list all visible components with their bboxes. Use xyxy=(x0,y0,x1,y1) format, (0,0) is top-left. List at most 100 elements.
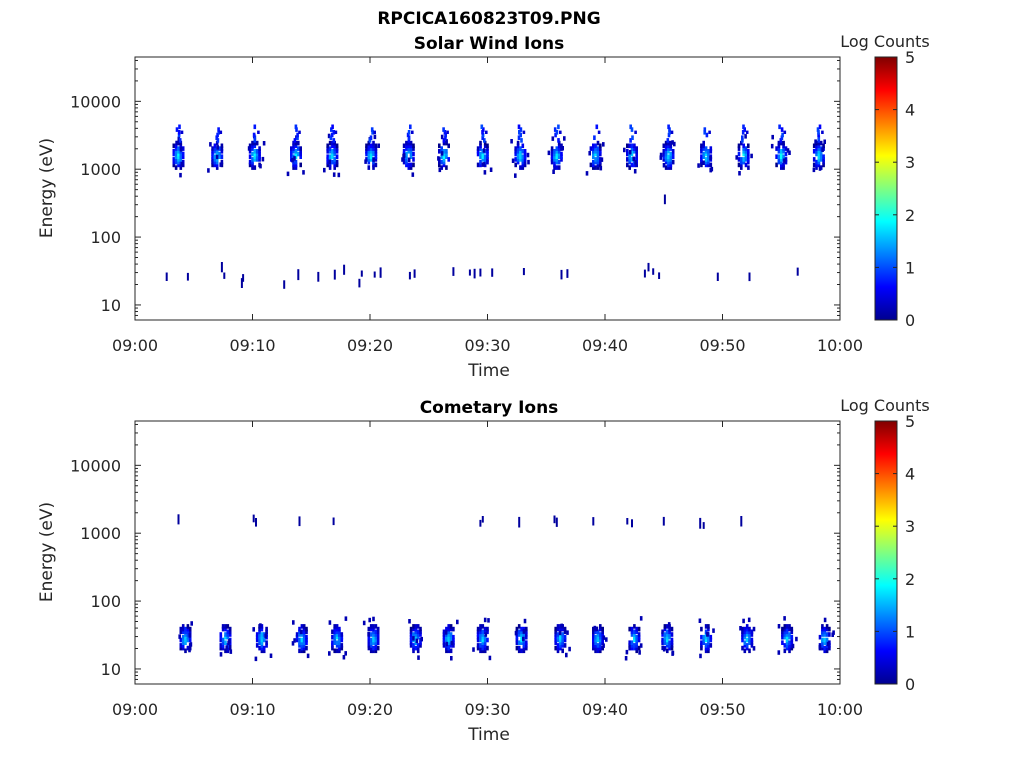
data-cell xyxy=(668,626,671,632)
data-cell xyxy=(376,629,380,635)
data-cell xyxy=(669,151,673,157)
data-cell xyxy=(643,269,646,278)
data-cell xyxy=(297,151,300,157)
data-cell xyxy=(335,634,339,640)
data-cell xyxy=(521,162,525,168)
data-cell xyxy=(265,626,268,632)
data-cell xyxy=(368,138,372,143)
data-cell xyxy=(775,146,778,151)
data-cell xyxy=(664,157,668,162)
data-cell xyxy=(700,640,703,645)
data-cell xyxy=(294,154,298,159)
data-cell xyxy=(818,645,822,650)
data-cell xyxy=(367,157,371,162)
data-cell xyxy=(302,637,306,643)
data-cell xyxy=(442,632,446,637)
data-cell xyxy=(630,640,634,645)
data-cell xyxy=(707,151,710,157)
data-cell xyxy=(601,637,604,643)
data-cell xyxy=(815,149,818,154)
data-cell xyxy=(299,149,302,154)
data-cell xyxy=(629,124,632,130)
data-cell xyxy=(374,157,378,162)
data-cell xyxy=(592,162,595,168)
data-cell xyxy=(559,643,562,648)
data-cell xyxy=(662,151,666,157)
data-cell xyxy=(596,632,600,637)
data-cell xyxy=(589,146,593,151)
data-cell xyxy=(419,640,422,645)
data-cell xyxy=(369,648,373,654)
data-cell xyxy=(707,157,710,162)
data-cell xyxy=(630,146,634,151)
data-cell xyxy=(447,624,450,629)
data-cell xyxy=(788,150,791,155)
data-cell xyxy=(252,627,255,632)
data-cell xyxy=(219,645,223,651)
data-cell xyxy=(741,634,744,640)
data-cell xyxy=(407,130,411,135)
data-cell xyxy=(445,139,448,144)
data-cell xyxy=(175,140,178,146)
data-cell xyxy=(525,629,528,635)
data-cell xyxy=(666,632,669,637)
data-cell xyxy=(700,157,703,162)
data-cell xyxy=(449,648,453,654)
data-cell xyxy=(172,162,176,168)
data-cell xyxy=(373,130,376,134)
data-cell xyxy=(516,157,520,162)
data-cell xyxy=(592,634,595,640)
data-cell xyxy=(740,516,743,527)
data-cell xyxy=(747,149,750,154)
data-cell xyxy=(596,159,600,165)
data-cell xyxy=(525,634,528,640)
data-cell xyxy=(181,637,185,643)
data-cell xyxy=(335,149,339,154)
data-cell xyxy=(416,634,420,640)
data-cell xyxy=(180,130,184,134)
data-cell xyxy=(408,271,411,280)
data-cell xyxy=(742,159,745,165)
data-cell xyxy=(561,643,564,648)
data-cell xyxy=(449,634,453,640)
data-cell xyxy=(707,149,710,154)
data-cell xyxy=(516,159,520,165)
data-cell xyxy=(673,141,676,147)
data-cell xyxy=(299,146,302,151)
data-cell xyxy=(633,645,636,651)
data-cell xyxy=(561,640,564,645)
data-cell xyxy=(666,634,669,640)
data-cell xyxy=(213,154,217,159)
data-cell xyxy=(822,154,825,159)
data-cell xyxy=(555,157,559,162)
data-cell xyxy=(556,626,560,632)
data-cell xyxy=(596,140,600,146)
data-cell xyxy=(516,143,520,149)
data-cell xyxy=(290,154,293,159)
data-cell xyxy=(514,157,517,162)
data-cell xyxy=(599,146,602,151)
data-cell xyxy=(450,656,453,661)
data-cell xyxy=(228,629,232,635)
data-cell xyxy=(775,154,778,159)
data-cell xyxy=(525,640,528,645)
data-cell xyxy=(700,162,703,168)
data-cell xyxy=(522,648,526,654)
data-cell xyxy=(517,624,521,629)
data-cell xyxy=(602,142,605,147)
data-cell xyxy=(668,643,671,648)
data-cell xyxy=(663,626,667,632)
data-cell xyxy=(215,157,219,162)
data-cell xyxy=(554,645,557,651)
data-cell xyxy=(481,634,485,640)
data-cell xyxy=(329,135,333,140)
data-cell xyxy=(186,272,189,281)
spectrogram-data xyxy=(165,124,826,289)
data-cell xyxy=(412,162,415,168)
data-cell xyxy=(265,643,268,648)
data-cell xyxy=(735,155,738,160)
data-cell xyxy=(785,643,789,648)
data-cell xyxy=(783,634,787,640)
data-cell xyxy=(181,629,185,635)
data-cell xyxy=(790,640,794,645)
